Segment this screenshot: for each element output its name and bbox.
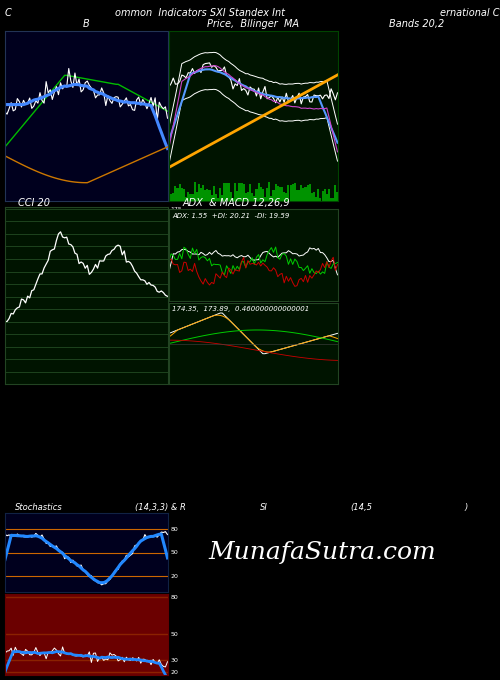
Bar bbox=[180, 188, 183, 201]
Bar bbox=[238, 182, 240, 201]
Bar bbox=[306, 185, 308, 201]
Bar bbox=[260, 187, 262, 201]
Bar bbox=[219, 188, 221, 201]
Bar bbox=[300, 185, 302, 201]
Bar bbox=[262, 189, 264, 201]
Bar bbox=[192, 194, 194, 201]
Bar bbox=[183, 189, 185, 201]
Text: ommon  Indicators SXI Standex Int: ommon Indicators SXI Standex Int bbox=[115, 8, 285, 18]
Bar bbox=[315, 197, 317, 201]
Bar bbox=[200, 188, 202, 201]
Bar bbox=[217, 198, 219, 201]
Bar bbox=[215, 194, 217, 201]
Bar bbox=[256, 189, 258, 201]
Bar bbox=[336, 192, 338, 201]
Bar bbox=[320, 198, 322, 201]
Text: B: B bbox=[83, 20, 89, 29]
Bar bbox=[290, 185, 292, 201]
Text: 174.35,  173.89,  0.460000000000001: 174.35, 173.89, 0.460000000000001 bbox=[172, 306, 310, 312]
Bar bbox=[268, 182, 270, 201]
Bar bbox=[228, 184, 230, 201]
Bar bbox=[326, 194, 328, 201]
Bar bbox=[226, 183, 228, 201]
Bar bbox=[234, 183, 236, 201]
Bar bbox=[194, 182, 196, 201]
Bar bbox=[187, 192, 189, 201]
Bar bbox=[198, 184, 200, 201]
Text: ADX: 1.55  +DI: 20.21  -DI: 19.59: ADX: 1.55 +DI: 20.21 -DI: 19.59 bbox=[172, 213, 290, 218]
Bar bbox=[283, 192, 285, 201]
Bar bbox=[242, 184, 244, 201]
Bar bbox=[296, 190, 298, 201]
Bar bbox=[288, 185, 290, 201]
Text: (14,3,3) & R: (14,3,3) & R bbox=[135, 503, 186, 513]
Bar bbox=[332, 198, 334, 201]
Text: Price,  Bllinger  MA: Price, Bllinger MA bbox=[208, 20, 299, 29]
Bar bbox=[236, 191, 238, 201]
Bar bbox=[281, 187, 283, 201]
Text: C: C bbox=[5, 8, 12, 18]
Bar bbox=[244, 194, 247, 201]
Bar bbox=[222, 195, 224, 201]
Bar bbox=[208, 190, 210, 201]
Text: (14,5: (14,5 bbox=[350, 503, 372, 513]
Bar bbox=[322, 190, 324, 201]
Bar bbox=[264, 197, 266, 201]
Bar bbox=[249, 184, 251, 201]
Text: ADX  & MACD 12,26,9: ADX & MACD 12,26,9 bbox=[182, 198, 290, 207]
Bar bbox=[230, 192, 232, 201]
Bar bbox=[202, 186, 204, 201]
Bar bbox=[210, 195, 212, 201]
Bar bbox=[304, 187, 306, 201]
Bar bbox=[240, 182, 242, 201]
Bar bbox=[286, 194, 288, 201]
Bar bbox=[196, 192, 198, 201]
Bar bbox=[190, 194, 192, 201]
Bar bbox=[254, 196, 256, 201]
Bar bbox=[324, 190, 326, 201]
Bar bbox=[266, 188, 268, 201]
Text: Stochastics: Stochastics bbox=[15, 503, 63, 513]
Bar bbox=[247, 192, 249, 201]
Bar bbox=[318, 189, 320, 201]
Bar bbox=[258, 183, 260, 201]
Text: Bands 20,2: Bands 20,2 bbox=[390, 20, 444, 29]
Bar bbox=[334, 185, 336, 201]
Bar bbox=[311, 192, 313, 201]
Bar bbox=[328, 188, 330, 201]
Text: MunafaSutra.com: MunafaSutra.com bbox=[208, 541, 436, 564]
Bar bbox=[251, 193, 253, 201]
Bar bbox=[174, 186, 176, 201]
Bar bbox=[176, 188, 178, 201]
Bar bbox=[270, 196, 272, 201]
Bar bbox=[178, 184, 180, 201]
Bar bbox=[302, 188, 304, 201]
Bar bbox=[168, 186, 170, 201]
Text: ): ) bbox=[465, 503, 468, 513]
Bar bbox=[330, 198, 332, 201]
Text: SI: SI bbox=[260, 503, 268, 513]
Bar bbox=[185, 197, 187, 201]
Bar bbox=[298, 190, 300, 201]
Text: CCI 20: CCI 20 bbox=[18, 198, 50, 207]
Bar bbox=[292, 184, 294, 201]
Bar bbox=[308, 184, 311, 201]
Bar bbox=[170, 194, 172, 201]
Bar bbox=[279, 187, 281, 201]
Text: ernational C: ernational C bbox=[440, 8, 500, 18]
Bar bbox=[274, 184, 276, 201]
Bar bbox=[294, 184, 296, 201]
Bar bbox=[232, 198, 234, 201]
Bar bbox=[272, 190, 274, 201]
Bar bbox=[204, 190, 206, 201]
Bar bbox=[313, 192, 315, 201]
Bar bbox=[212, 186, 215, 201]
Bar bbox=[172, 193, 174, 201]
Bar bbox=[224, 183, 226, 201]
Bar bbox=[276, 186, 279, 201]
Bar bbox=[206, 189, 208, 201]
